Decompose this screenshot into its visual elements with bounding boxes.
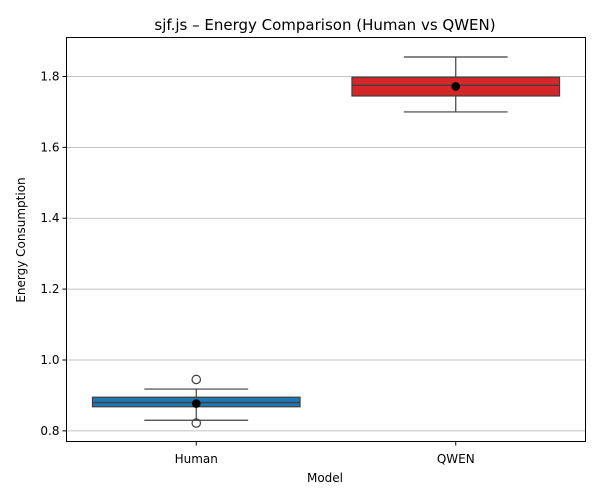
plot-frame [66, 37, 586, 442]
y-tick-label: 1.0 [40, 353, 59, 367]
y-tick-label: 1.8 [40, 69, 59, 83]
box-group-qwen [351, 56, 561, 113]
y-tick-label: 1.4 [40, 211, 59, 225]
x-tick-label: Human [175, 452, 218, 466]
y-tick-label: 1.6 [40, 140, 59, 154]
y-axis: 0.8 1.0 1.2 1.4 1.6 1.8 [40, 69, 67, 438]
mean-marker [191, 399, 201, 408]
mean-marker [451, 82, 461, 91]
y-axis-label: Energy Consumption [14, 177, 28, 302]
x-tick-label: QWEN [437, 452, 475, 466]
outlier-point [191, 418, 202, 428]
y-tick-label: 1.2 [40, 282, 59, 296]
chart-title: sjf.js – Energy Comparison (Human vs QWE… [154, 16, 495, 34]
x-axis-label: Model [307, 471, 343, 485]
x-axis: Human QWEN [175, 441, 475, 466]
grid-layer [66, 76, 586, 432]
y-tick-label: 0.8 [40, 424, 59, 438]
outlier-point [191, 374, 202, 385]
box-group-human [91, 374, 301, 428]
plot-layer [91, 56, 561, 428]
